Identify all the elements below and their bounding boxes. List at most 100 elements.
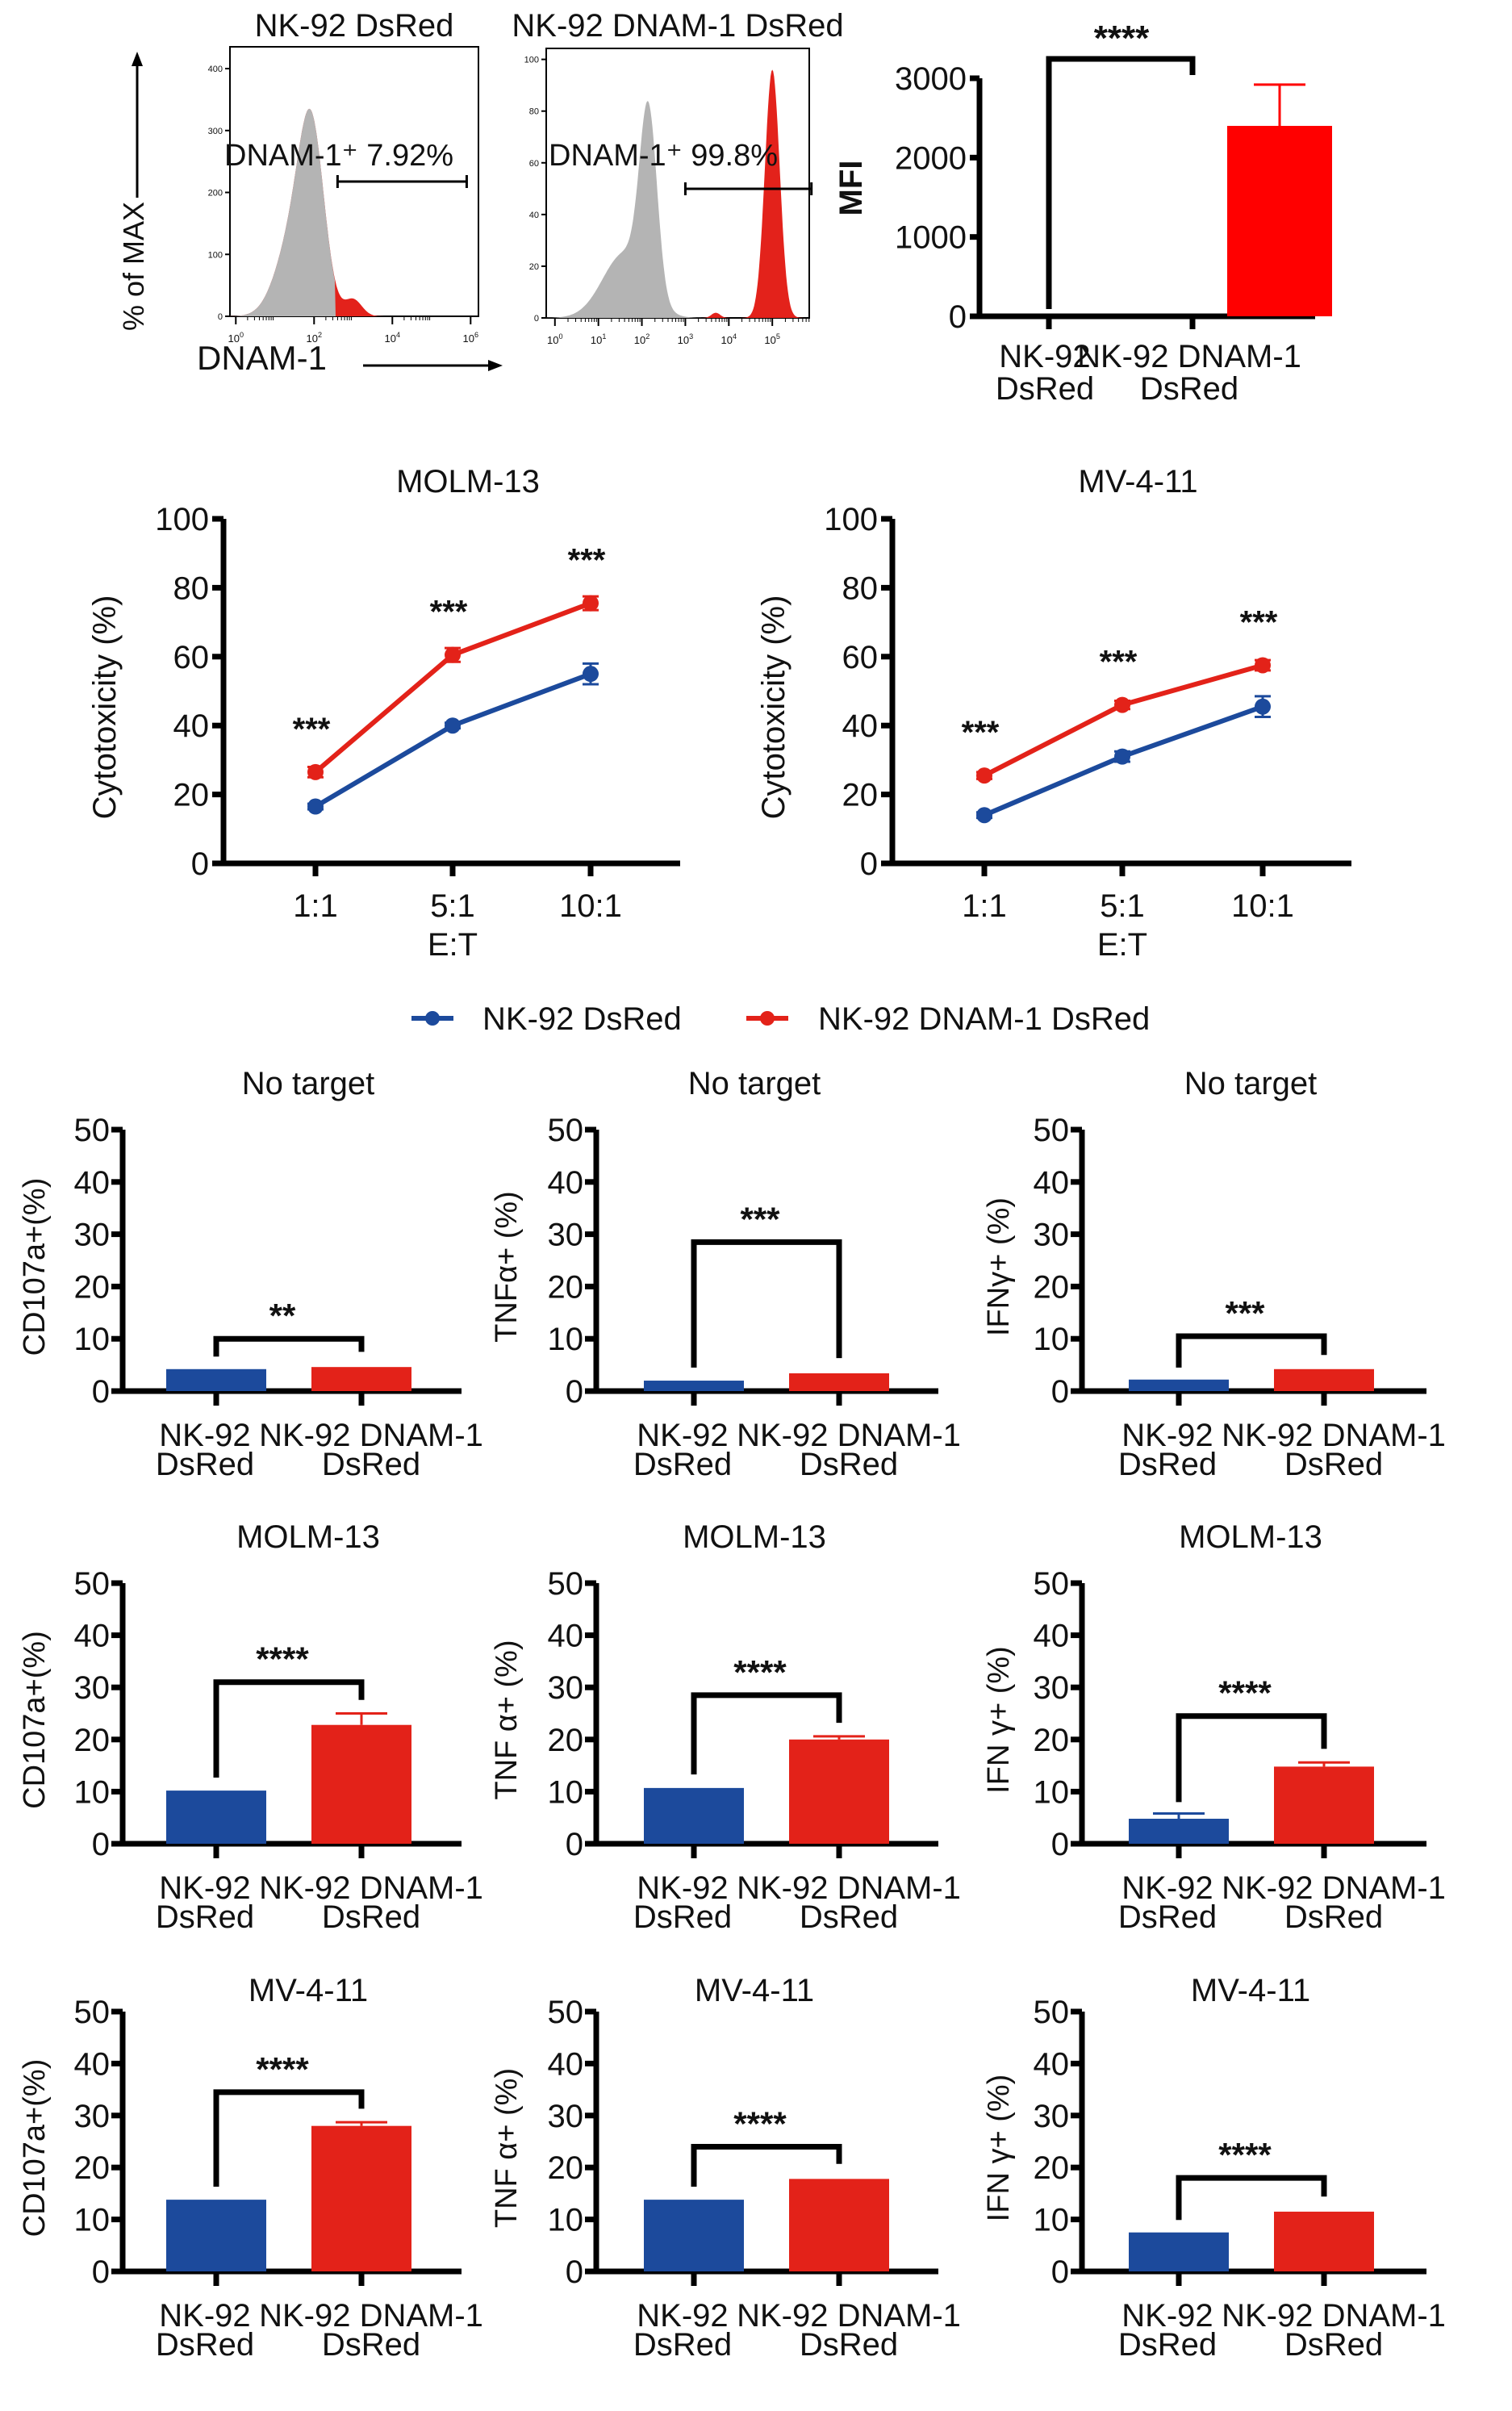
x-tick-label: NK-92	[1121, 1870, 1213, 1906]
gray-histogram	[546, 101, 809, 319]
bar-nk92-dnam1	[1274, 2211, 1374, 2271]
y-axis-label: CD107a+(%)	[18, 2059, 52, 2238]
x-tick-label: 1:1	[962, 888, 1007, 924]
data-point	[445, 717, 461, 734]
y-tick-label: 40	[1034, 2046, 1070, 2082]
chart-title: No target	[1184, 1066, 1318, 1101]
y-tick-label: 50	[1034, 1995, 1070, 2030]
y-tick-label: 10	[74, 1774, 111, 1810]
x-tick-label: DsRed	[156, 1447, 254, 1482]
y-tick-label: 10	[548, 1322, 584, 1357]
x-tick-label: NK-92 DNAM-1	[737, 1870, 961, 1906]
y-tick-label: 1000	[895, 220, 967, 256]
bar-nk92	[644, 2200, 744, 2271]
x-tick-label: NK-92 DNAM-1	[1222, 2298, 1446, 2334]
x-tick-label: NK-92	[159, 1870, 250, 1906]
x-tick-label: 10:1	[1231, 888, 1294, 924]
significance-label: ***	[962, 715, 1000, 750]
chart-title: MV-4-11	[249, 1973, 368, 2008]
y-tick-label: 20	[842, 778, 879, 813]
significance-label: ****	[256, 2050, 309, 2088]
x-tick-label: 102	[307, 331, 323, 345]
cytokine-bar-charts: No target 0 10 20 30 40 50 CD107a+(%) NK-92 DsRed…	[18, 1066, 1446, 2363]
x-tick-label: DsRed	[633, 2327, 732, 2363]
y-tick-label: 100	[824, 502, 878, 537]
data-point	[445, 646, 461, 663]
y-tick-label: 60	[529, 159, 539, 169]
x-tick-label: 104	[385, 331, 401, 345]
y-tick-label: 10	[1034, 1322, 1070, 1357]
bar-nk92-dnam1	[789, 2179, 889, 2271]
y-tick-label: 50	[548, 1113, 584, 1148]
y-tick-label: 50	[74, 1566, 111, 1602]
y-tick-label: 40	[1034, 1619, 1070, 1654]
y-axis-label: IFN γ+ (%)	[982, 2075, 1016, 2222]
y-tick-label: 0	[1051, 1374, 1069, 1410]
y-tick-label: 20	[548, 1269, 584, 1305]
y-tick-label: 0	[566, 1374, 583, 1410]
bar-nk92-dnam1	[789, 1373, 889, 1391]
x-tick-label: 104	[721, 332, 737, 346]
x-tick-label: 102	[634, 332, 650, 346]
x-tick-label: NK-92	[999, 339, 1090, 374]
legend: NK-92 DsRed NK-92 DNAM-1 DsRed	[411, 1001, 1150, 1037]
x-tick-label: DsRed	[800, 1447, 898, 1482]
x-tick-label: NK-92 DNAM-1	[737, 1418, 961, 1453]
y-tick-label: 30	[74, 2099, 111, 2134]
y-tick-label: 40	[529, 211, 539, 220]
y-tick-label: 40	[1034, 1165, 1070, 1201]
x-tick-label: 100	[547, 332, 563, 346]
y-tick-label: 50	[1034, 1566, 1070, 1602]
x-tick-label: NK-92 DNAM-1	[259, 1418, 483, 1453]
data-point	[976, 807, 992, 824]
series-line-nk92	[314, 671, 592, 809]
axis	[593, 1130, 938, 1394]
y-tick-label: 20	[548, 1723, 584, 1758]
bar-nk92-dnam1	[311, 1367, 411, 1391]
significance-label: ***	[1225, 1294, 1265, 1332]
chart-title: MOLM-13	[683, 1519, 826, 1555]
y-tick-label: 60	[842, 640, 879, 675]
significance-label: ****	[1218, 2136, 1272, 2174]
histogram-title: NK-92 DNAM-1 DsRed	[512, 8, 843, 44]
x-tick-label: DsRed	[322, 2327, 420, 2363]
x-tick-label: 100	[228, 331, 244, 345]
significance-bracket	[1176, 1333, 1327, 1368]
y-tick-label: 10	[74, 1322, 111, 1357]
x-tick-label: DsRed	[1284, 1447, 1383, 1482]
y-tick-label: 20	[74, 1723, 111, 1758]
gate-label: DNAM-1⁺ 7.92%	[224, 139, 453, 173]
bar-chart-cd107a-mv411: MV-4-1101020304050CD107a+(%)NK-92DsRedNK…	[18, 1973, 483, 2363]
significance-label: ***	[293, 712, 331, 747]
x-tick-label: NK-92 DNAM-1	[259, 1870, 483, 1906]
y-axis-label: CD107a+(%)	[18, 1178, 52, 1356]
y-tick-label: 20	[1034, 1723, 1070, 1758]
significance-bracket	[213, 2089, 365, 2187]
cytotoxicity-line-charts: MOLM-13 0 20 40 60 80 100 Cytotoxicity (%) 1:1 5:…	[87, 464, 1351, 963]
y-axis-label: MFI	[833, 161, 869, 216]
y-tick-label: 30	[1034, 2099, 1070, 2134]
x-tick-label: NK-92 DNAM-1	[1077, 339, 1301, 374]
bar-nk92-dnam1	[789, 1739, 889, 1844]
line-chart-mv411: MV-4-11 0 20 40 60 80 100 Cytotoxicity (%) 1:1 5:…	[756, 464, 1351, 963]
y-axis-label: CD107a+(%)	[18, 1631, 52, 1809]
significance-bracket	[213, 1335, 365, 1357]
y-tick-label: 20	[173, 778, 210, 813]
bar-chart-cd107a-none: No target01020304050CD107a+(%)NK-92DsRed…	[18, 1066, 483, 1482]
y-tick-label: 40	[74, 1165, 111, 1201]
y-tick-label: 300	[208, 127, 223, 136]
y-tick-label: 50	[548, 1995, 584, 2030]
arrow-up-icon	[132, 52, 143, 66]
x-tick-label: DsRed	[633, 1447, 732, 1482]
chart-title: MV-4-11	[695, 1973, 814, 2008]
axis	[220, 519, 680, 867]
x-tick-label: DsRed	[1284, 1899, 1383, 1935]
significance-bracket	[1176, 1713, 1327, 1803]
data-point	[307, 798, 324, 815]
x-tick-label: 103	[678, 332, 694, 346]
significance-label: ***	[1240, 604, 1278, 640]
x-tick-label: DsRed	[1140, 371, 1238, 407]
significance-label: ****	[733, 1653, 787, 1691]
